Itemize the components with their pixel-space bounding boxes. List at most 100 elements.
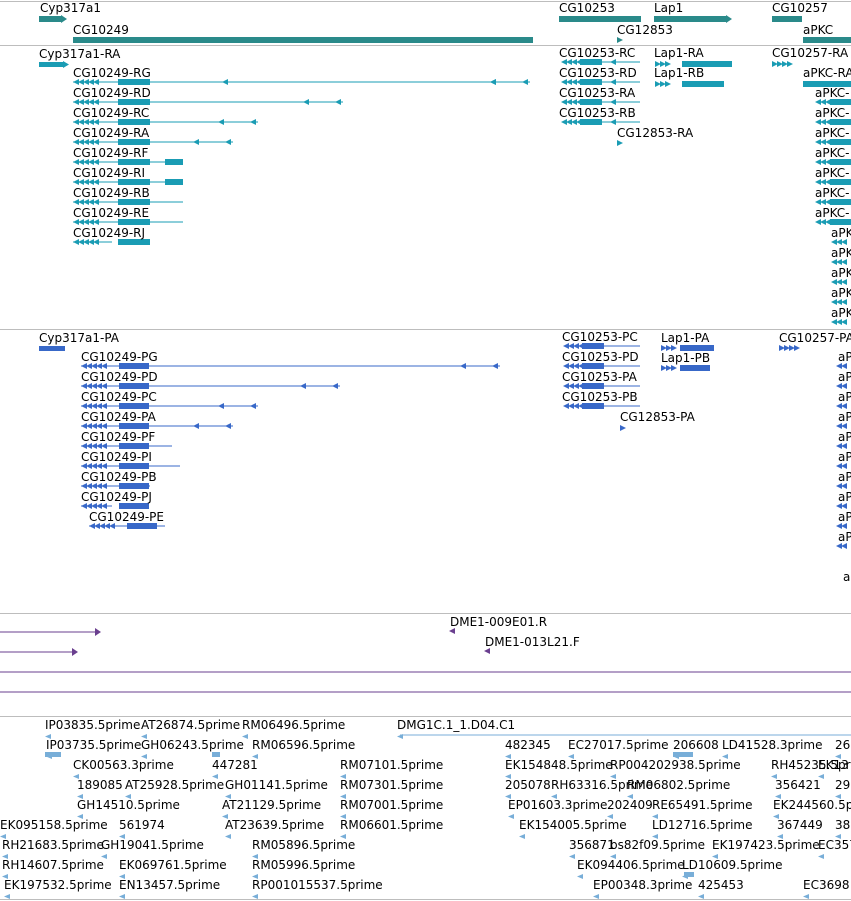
strand-arrow[interactable]: [660, 61, 666, 67]
strand-arrow[interactable]: [505, 774, 511, 779]
feature-label-transcripts[interactable]: aPKC-: [815, 106, 850, 120]
strand-arrow[interactable]: [93, 159, 99, 165]
feature-label-ests[interactable]: 38: [835, 818, 851, 832]
strand-arrow[interactable]: [91, 403, 97, 409]
strand-arrow[interactable]: [775, 794, 781, 799]
feature-label-ests[interactable]: 189085: [77, 778, 123, 792]
strand-arrow[interactable]: [836, 319, 842, 325]
strand-arrow[interactable]: [836, 363, 842, 369]
exon[interactable]: [830, 99, 851, 105]
strand-arrow[interactable]: [563, 403, 569, 409]
gene-bar[interactable]: [73, 37, 533, 43]
strand-arrow[interactable]: [73, 219, 79, 225]
strand-arrow[interactable]: [617, 37, 623, 43]
strand-arrow[interactable]: [836, 279, 842, 285]
exon[interactable]: [118, 99, 150, 105]
strand-arrow[interactable]: [794, 345, 800, 351]
strand-arrow[interactable]: [81, 383, 87, 389]
feature-label-ests[interactable]: IP03735.5prime: [46, 738, 142, 752]
strand-arrow[interactable]: [573, 403, 579, 409]
strand-arrow[interactable]: [252, 854, 258, 859]
strand-arrow[interactable]: [607, 814, 613, 819]
feature-label-transcripts[interactable]: CG10257-RA: [772, 46, 849, 60]
strand-arrow[interactable]: [222, 814, 228, 819]
strand-arrow[interactable]: [93, 119, 99, 125]
exon[interactable]: [118, 199, 150, 205]
feature-label-genes[interactable]: CG10257: [772, 1, 828, 15]
strand-arrow[interactable]: [88, 119, 94, 125]
feature-label-ests[interactable]: RM06596.5prime: [252, 738, 356, 752]
strand-arrow[interactable]: [89, 523, 95, 529]
strand-arrow[interactable]: [73, 239, 79, 245]
feature-label-ests[interactable]: EP01603.3prime: [508, 798, 608, 812]
feature-label-ests[interactable]: RP004202938.5prime: [610, 758, 741, 772]
strand-arrow[interactable]: [81, 463, 87, 469]
strand-arrow[interactable]: [86, 403, 92, 409]
strand-arrow[interactable]: [4, 894, 10, 899]
feature-label-ests[interactable]: EK095158.5prime: [0, 818, 108, 832]
strand-arrow[interactable]: [779, 345, 785, 351]
strand-arrow[interactable]: [218, 119, 224, 125]
cds[interactable]: [582, 383, 604, 389]
feature-label-ests[interactable]: GH19041.5prime: [101, 838, 204, 852]
feature-label-ests[interactable]: LD41528.3prime: [722, 738, 823, 752]
strand-arrow[interactable]: [88, 139, 94, 145]
exon[interactable]: [118, 179, 150, 185]
feature-label-transcripts[interactable]: aPKC-: [815, 186, 850, 200]
strand-arrow[interactable]: [652, 834, 658, 839]
strand-arrow[interactable]: [83, 99, 89, 105]
feature-label-transcripts[interactable]: aPK: [831, 286, 851, 300]
strand-arrow[interactable]: [825, 159, 831, 165]
strand-arrow[interactable]: [836, 403, 842, 409]
exon[interactable]: [830, 119, 851, 125]
feature-label-proteins[interactable]: CG10253-PB: [562, 390, 638, 404]
strand-arrow[interactable]: [820, 119, 826, 125]
strand-arrow[interactable]: [91, 443, 97, 449]
feature-label-proteins[interactable]: aP: [838, 390, 851, 404]
feature-label-proteins[interactable]: CG10257-PA: [779, 331, 851, 345]
strand-arrow[interactable]: [698, 894, 704, 899]
strand-arrow[interactable]: [610, 59, 616, 65]
feature-label-ests[interactable]: 356871: [569, 838, 615, 852]
feature-label-ests[interactable]: EC3578: [818, 838, 851, 852]
strand-arrow[interactable]: [81, 403, 87, 409]
feature-label-transcripts[interactable]: aPKC-RA: [803, 66, 851, 80]
strand-arrow[interactable]: [841, 319, 847, 325]
strand-arrow[interactable]: [666, 365, 672, 371]
feature-label-ests[interactable]: AT21129.5prime: [222, 798, 322, 812]
strand-arrow[interactable]: [119, 874, 125, 879]
strand-arrow[interactable]: [610, 119, 616, 125]
feature-label-proteins[interactable]: CG10249-PJ: [81, 490, 152, 504]
strand-arrow[interactable]: [836, 423, 842, 429]
gene-bar[interactable]: [803, 37, 851, 43]
feature-label-transcripts[interactable]: CG10253-RA: [559, 86, 636, 100]
feature-label-transcripts[interactable]: aPK: [831, 226, 851, 240]
cds[interactable]: [582, 363, 604, 369]
exon[interactable]: [830, 199, 851, 205]
strand-arrow[interactable]: [104, 523, 110, 529]
strand-arrow[interactable]: [568, 403, 574, 409]
strand-arrow[interactable]: [652, 814, 658, 819]
strand-arrow[interactable]: [96, 463, 102, 469]
strand-arrow[interactable]: [841, 403, 847, 409]
feature-label-genes[interactable]: Lap1: [654, 1, 684, 15]
strand-arrow[interactable]: [561, 99, 567, 105]
feature-label-ests[interactable]: 206608: [673, 738, 719, 752]
strand-arrow[interactable]: [73, 79, 79, 85]
feature-label-ests[interactable]: 482345: [505, 738, 551, 752]
feature-label-ests[interactable]: 367449: [777, 818, 823, 832]
cds[interactable]: [119, 463, 149, 469]
strand-arrow[interactable]: [665, 81, 671, 87]
feature-label-ests[interactable]: CK00563.3prime: [73, 758, 174, 772]
strand-arrow[interactable]: [119, 834, 125, 839]
strand-arrow[interactable]: [81, 423, 87, 429]
strand-arrow[interactable]: [88, 99, 94, 105]
gene-bar[interactable]: [559, 16, 641, 22]
strand-arrow[interactable]: [835, 794, 841, 799]
feature-label-ests[interactable]: RE65491.5prime: [652, 798, 753, 812]
strand-arrow[interactable]: [141, 754, 147, 759]
feature-label-proteins[interactable]: CG10249-PI: [81, 450, 152, 464]
strand-arrow[interactable]: [571, 59, 577, 65]
strand-arrow[interactable]: [449, 628, 455, 634]
exon[interactable]: [118, 119, 150, 125]
